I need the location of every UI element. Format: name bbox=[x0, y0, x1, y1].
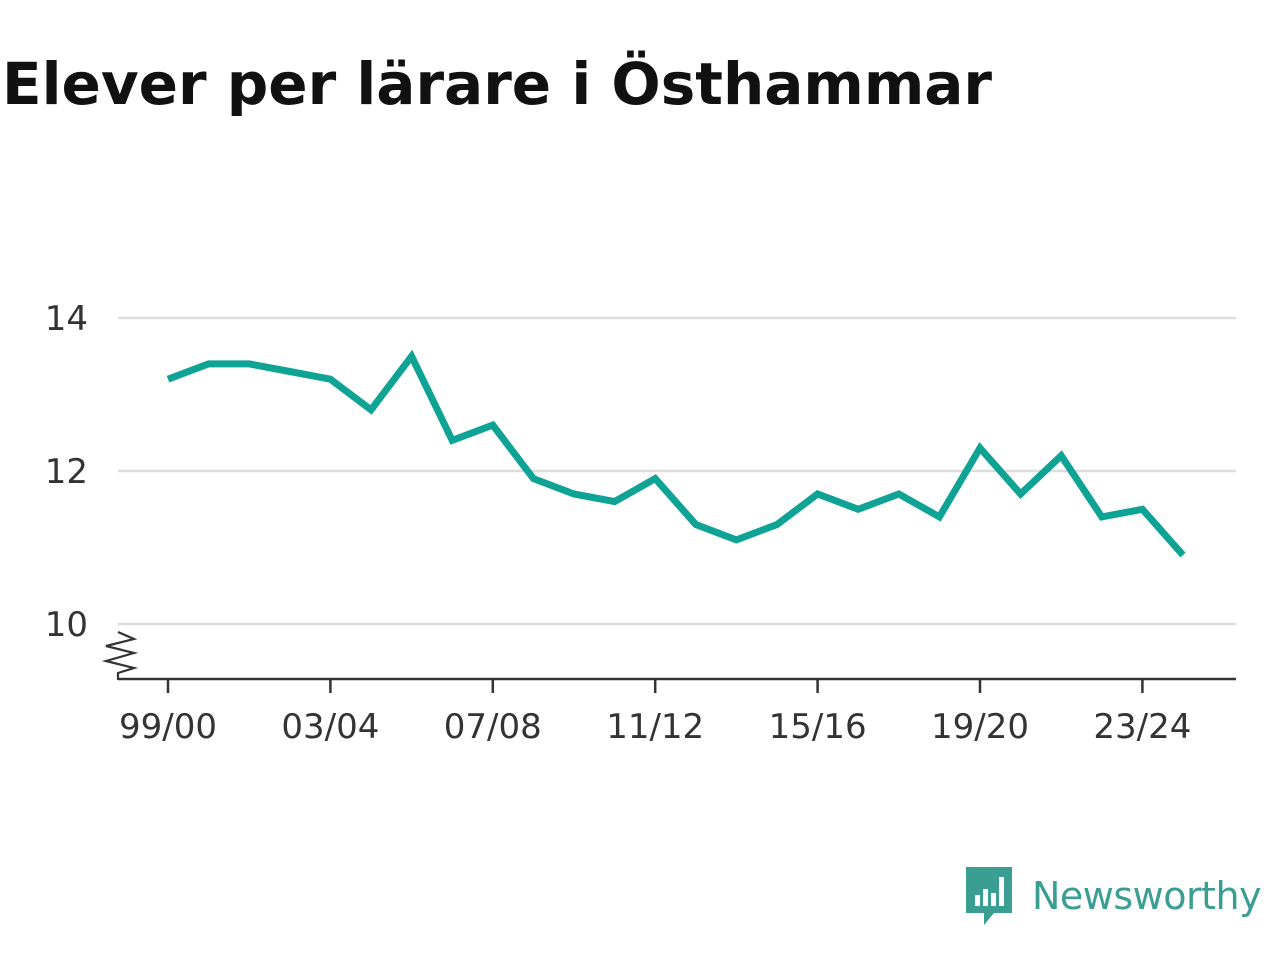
chart-title: Elever per lärare i Östhammar bbox=[2, 50, 992, 118]
x-tick-label-19-20: 19/20 bbox=[931, 707, 1029, 747]
x-tick-label-03-04: 03/04 bbox=[281, 707, 379, 747]
brand-logo: Newsworthy bbox=[964, 864, 1262, 928]
x-tick-label-07-08: 07/08 bbox=[444, 707, 542, 747]
series-layer bbox=[166, 349, 1186, 558]
series-line-0 bbox=[166, 349, 1186, 558]
y-tick-label-12: 12 bbox=[45, 452, 88, 492]
axis-layer bbox=[101, 630, 1236, 693]
x-tick-label-23-24: 23/24 bbox=[1093, 707, 1191, 747]
y-tick-labels: 10 12 14 bbox=[45, 299, 88, 645]
y-tick-label-10: 10 bbox=[45, 605, 88, 645]
x-tick-label-15-16: 15/16 bbox=[769, 707, 867, 747]
x-tick-label-99-00: 99/00 bbox=[119, 707, 217, 747]
x-tick-label-11-12: 11/12 bbox=[606, 707, 704, 747]
newsworthy-logo-icon bbox=[966, 867, 1012, 925]
y-tick-label-14: 14 bbox=[45, 299, 88, 339]
brand-name: Newsworthy bbox=[1032, 874, 1262, 918]
x-tick-labels: 99/00 03/04 07/08 11/12 15/16 19/20 23/24 bbox=[119, 707, 1191, 747]
axis-break-zigzag bbox=[101, 630, 139, 680]
